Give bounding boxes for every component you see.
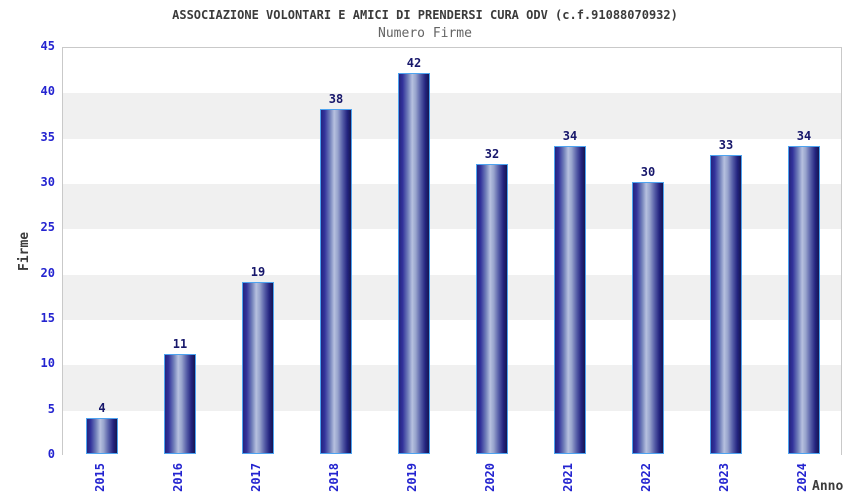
- bar: [320, 109, 352, 454]
- bar: [554, 145, 586, 454]
- chart-title: ASSOCIAZIONE VOLONTARI E AMICI DI PRENDE…: [172, 8, 678, 22]
- plot-band: [63, 93, 841, 139]
- y-tick-label: 5: [47, 401, 55, 416]
- x-tick-label: 2017: [249, 463, 263, 492]
- y-tick-label: 35: [40, 129, 55, 144]
- bar: [86, 417, 118, 454]
- x-tick-label: 2015: [93, 463, 107, 492]
- x-tick-label: 2023: [717, 463, 731, 492]
- x-tick-label: 2018: [327, 463, 341, 492]
- bar: [242, 281, 274, 454]
- bar-value-label: 11: [172, 337, 188, 352]
- x-tick-label: 2021: [561, 463, 575, 492]
- y-tick-label: 25: [40, 220, 55, 235]
- bar-value-label: 32: [484, 146, 500, 161]
- x-tick-label: 2020: [483, 463, 497, 492]
- bar: [398, 73, 430, 454]
- bar-value-label: 4: [98, 400, 106, 415]
- bar-value-label: 38: [328, 92, 344, 107]
- bar-value-label: 33: [718, 137, 734, 152]
- bar-value-label: 34: [562, 128, 578, 143]
- y-tick-label: 30: [40, 175, 55, 189]
- bar: [164, 354, 196, 454]
- bar-value-label: 42: [406, 56, 422, 71]
- y-tick-label: 15: [40, 311, 55, 325]
- y-tick-label: 40: [40, 84, 55, 99]
- bar-value-label: 19: [250, 264, 266, 279]
- x-tick-label: 2016: [171, 463, 185, 492]
- plot-band: [63, 48, 841, 94]
- y-axis-label: Firme: [17, 231, 32, 271]
- bar: [476, 163, 508, 454]
- bars-layer: 4 11 19 38 42 32 34 30 33 34: [63, 48, 841, 454]
- y-tick-label: 0: [47, 447, 55, 461]
- x-axis-label: Anno: [812, 479, 844, 494]
- y-tick-label: 45: [40, 39, 55, 53]
- bar: [632, 182, 664, 454]
- bar: [788, 145, 820, 454]
- x-tick-label: 2024: [795, 463, 809, 492]
- bar: [710, 154, 742, 454]
- chart-subtitle: Numero Firme: [378, 26, 472, 41]
- plot-area: 4 11 19 38 42 32 34 30 33 34: [62, 47, 842, 456]
- y-tick-label: 20: [40, 265, 55, 280]
- y-tick-label: 10: [40, 356, 55, 371]
- bar-value-label: 30: [640, 165, 656, 179]
- bar-value-label: 34: [796, 128, 812, 143]
- x-tick-label: 2019: [405, 463, 419, 492]
- x-tick-label: 2022: [639, 463, 653, 492]
